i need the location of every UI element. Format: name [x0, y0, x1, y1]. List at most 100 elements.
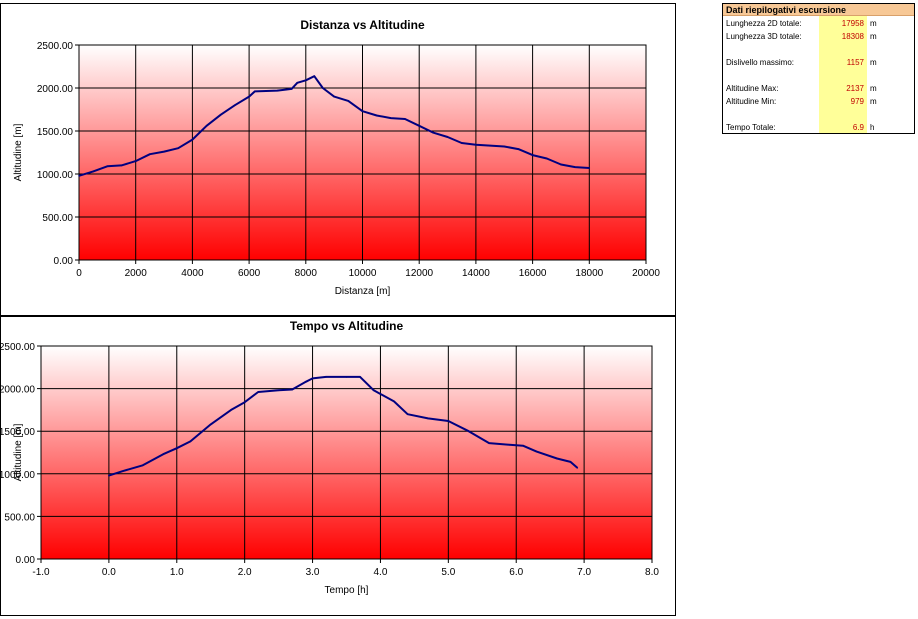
- summary-value-column: [819, 16, 867, 133]
- data-point: [230, 409, 232, 411]
- summary-unit: m: [870, 97, 877, 106]
- data-point: [333, 95, 335, 98]
- x-tick-label: 8000: [295, 268, 318, 279]
- x-tick-label: 14000: [462, 268, 490, 279]
- time-altitude-svg: -1.0 0.0 1.0 2.0 3.0 4.0 5.0 6.0 7.0 8.0 0.00 500.0…: [1, 319, 659, 596]
- data-point: [257, 391, 260, 393]
- x-tick-label: 8.0: [645, 567, 659, 578]
- x-tick-label: -1.0: [32, 567, 50, 578]
- summary-row-alt-min: Altitudine Min: 979 m: [723, 96, 914, 108]
- x-tick-label: 4.0: [373, 567, 387, 578]
- y-tick-label: 0.00: [16, 555, 36, 566]
- data-point: [277, 389, 280, 392]
- summary-table: Dati riepilogativi escursione Lunghezza …: [722, 3, 915, 134]
- data-point: [149, 153, 151, 156]
- data-point: [248, 95, 250, 98]
- summary-label: Lunghezza 3D totale:: [726, 32, 802, 41]
- plot-border: [78, 44, 647, 261]
- summary-label: Altitudine Max:: [726, 84, 779, 93]
- data-point: [446, 136, 449, 138]
- summary-label: Lunghezza 2D totale:: [726, 19, 802, 28]
- data-point: [375, 114, 378, 117]
- data-point: [142, 464, 144, 467]
- data-point: [535, 450, 538, 453]
- data-point: [545, 157, 548, 160]
- data-point: [243, 401, 246, 404]
- x-tick-label: 2.0: [238, 567, 252, 578]
- x-tick-label: 2000: [125, 268, 148, 279]
- x-axis-label: Tempo [h]: [325, 585, 369, 596]
- chart-title: Distanza vs Altitudine: [300, 18, 425, 32]
- data-point: [92, 170, 94, 173]
- x-tick-label: 4000: [181, 268, 204, 279]
- y-tick-label: 1000.00: [37, 170, 74, 181]
- series-line: [108, 375, 578, 477]
- summary-title: Dati riepilogativi escursione: [723, 4, 914, 16]
- data-point: [467, 430, 470, 432]
- summary-row-max-drop: Dislivello massimo: 1157 m: [723, 57, 914, 69]
- data-point: [191, 138, 194, 141]
- y-tick-label: 2500.00: [1, 342, 35, 353]
- time-altitude-chart: -1.0 0.0 1.0 2.0 3.0 4.0 5.0 6.0 7.0 8.0 0.00 500.0…: [0, 316, 676, 616]
- x-tick-label: 5.0: [441, 567, 455, 578]
- x-tick-label: 0: [76, 268, 82, 279]
- data-point: [313, 75, 316, 78]
- data-point: [404, 118, 406, 120]
- data-point: [406, 413, 409, 415]
- data-point: [576, 467, 579, 469]
- x-tick-label: 20000: [632, 268, 660, 279]
- x-tick-label: 6.0: [509, 567, 523, 578]
- data-point: [209, 423, 212, 426]
- data-point: [253, 90, 256, 93]
- y-tick-label: 2500.00: [37, 41, 74, 52]
- x-axis-label: Distanza [m]: [335, 286, 391, 297]
- summary-row-alt-max: Altitudine Max: 2137 m: [723, 83, 914, 95]
- data-point: [390, 117, 392, 119]
- data-point: [296, 82, 299, 84]
- plot-border: [40, 345, 653, 560]
- x-tick-label: 7.0: [577, 567, 591, 578]
- plot-area: [41, 346, 652, 559]
- x-tick-label: 18000: [575, 268, 603, 279]
- data-point: [234, 104, 236, 106]
- x-tick-label: 12000: [405, 268, 433, 279]
- summary-value: 979: [850, 97, 864, 106]
- x-tick-label: 3.0: [306, 567, 320, 578]
- summary-row-length-2d: Lunghezza 2D totale: 17958 m: [723, 18, 914, 30]
- data-point: [488, 442, 490, 444]
- data-point: [120, 164, 123, 167]
- summary-value: 18308: [841, 32, 864, 41]
- data-point: [475, 143, 477, 146]
- data-point: [359, 376, 361, 378]
- y-tick-label: 1500.00: [1, 427, 35, 438]
- y-axis-label: Altitudine [m]: [13, 423, 24, 481]
- data-point: [531, 154, 534, 156]
- data-point: [517, 148, 520, 150]
- y-tick-label: 500.00: [42, 213, 73, 224]
- x-tick-label: 0.0: [102, 567, 116, 578]
- data-point: [460, 142, 463, 144]
- data-point: [106, 165, 109, 168]
- y-tick-label: 1000.00: [1, 470, 35, 481]
- y-tick-label: 500.00: [4, 512, 35, 523]
- data-point: [291, 388, 293, 391]
- data-point: [556, 457, 558, 460]
- x-tick-label: 1.0: [170, 567, 184, 578]
- summary-unit: m: [870, 32, 877, 41]
- x-tick-label: 6000: [238, 268, 261, 279]
- summary-label: Tempo Totale:: [726, 123, 776, 132]
- data-point: [121, 470, 124, 473]
- data-point: [177, 147, 180, 149]
- data-point: [219, 113, 222, 116]
- data-point: [305, 79, 307, 82]
- data-point: [189, 440, 192, 443]
- data-point: [322, 87, 324, 89]
- summary-unit: h: [870, 123, 875, 132]
- y-tick-label: 2000.00: [37, 84, 74, 95]
- data-point: [345, 376, 348, 378]
- data-point: [134, 160, 137, 162]
- data-point: [508, 444, 511, 446]
- data-point: [347, 100, 350, 102]
- data-point: [175, 447, 178, 450]
- data-point: [432, 131, 435, 134]
